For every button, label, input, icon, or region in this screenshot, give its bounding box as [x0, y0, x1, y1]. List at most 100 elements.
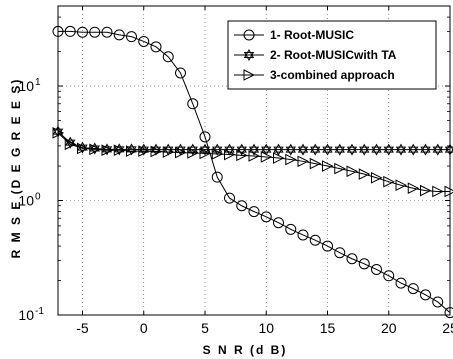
axis-ticks	[58, 5, 451, 316]
series-3-point	[309, 157, 322, 170]
series-2-point-up	[261, 143, 272, 153]
series-1-point	[407, 283, 419, 295]
series-2-point-up	[187, 143, 198, 153]
x-tick-label: 10	[258, 320, 274, 336]
series-3-point	[199, 147, 212, 160]
series-3-point	[371, 171, 383, 184]
legend-marker	[243, 29, 255, 41]
series-3-point	[211, 148, 224, 160]
y-axis-label: R M S E (D E G R E E S)	[9, 78, 23, 259]
series-1-point	[395, 277, 407, 289]
series-1-point	[236, 200, 248, 212]
series-2-point-down	[359, 146, 370, 156]
series-1-point	[224, 192, 235, 204]
legend-label: 2- Root-MUSICwith TA	[270, 48, 397, 62]
series-3-point	[285, 153, 297, 166]
series-2-point-down	[261, 146, 272, 156]
series-1-point	[113, 29, 125, 41]
series-3-point	[260, 151, 273, 163]
series-2-point-up	[273, 143, 284, 153]
plot-frame	[57, 5, 451, 316]
series-2-point-up	[199, 143, 211, 153]
series-3-point	[248, 150, 261, 162]
series-2-point-up	[432, 143, 443, 153]
series-1-point	[371, 263, 382, 275]
series-1-point	[126, 31, 137, 43]
series-1	[52, 25, 453, 319]
series-3	[52, 127, 453, 198]
x-tick-label: 15	[320, 320, 336, 336]
series-2-point	[383, 143, 394, 156]
series-3-point	[297, 155, 310, 168]
series-2-point	[322, 143, 333, 156]
series-3-point	[224, 148, 236, 161]
series-1-point	[273, 217, 284, 229]
series-2-point-up	[89, 142, 100, 152]
y-tick-label: 10	[18, 307, 34, 323]
series-2-point-down	[236, 146, 247, 156]
series-2-point	[187, 143, 198, 156]
series-2-point-up	[310, 143, 321, 153]
series-2-point	[273, 143, 284, 156]
series-3-point	[113, 144, 126, 157]
series-2-point-up	[285, 143, 296, 153]
series-1-point	[346, 253, 358, 265]
series-1-point	[334, 247, 346, 259]
series-3-point	[138, 145, 150, 157]
y-tick-label-exponent: 1	[35, 77, 41, 88]
legend-label: 3-combined approach	[270, 68, 395, 82]
series-2-point-up	[297, 143, 309, 153]
series-2-point-up	[322, 143, 333, 153]
series-3-point	[420, 184, 432, 197]
series-2-point	[310, 143, 321, 156]
series-1-point	[260, 211, 272, 223]
series-1-point	[297, 229, 309, 241]
series-2-point-up	[248, 143, 260, 153]
series-1-point	[309, 234, 321, 246]
series-3-point	[101, 144, 114, 157]
series-2-point-down	[248, 146, 260, 156]
x-tick-label: 25	[442, 320, 453, 336]
legend-entry-3: 3-combined approach	[234, 68, 395, 82]
series-2-point-up	[212, 143, 223, 153]
y-tick-label-exponent: -1	[35, 306, 44, 317]
series-3-point	[273, 152, 285, 164]
series-2-point-up	[408, 143, 419, 153]
series-1-point	[432, 296, 444, 308]
series-3-point	[89, 143, 101, 156]
legend-entry-1: 1- Root-MUSIC	[234, 28, 354, 42]
legend-marker	[243, 48, 255, 62]
series-3-point	[334, 162, 346, 175]
series-2-point-up	[138, 143, 149, 153]
series-3-point	[187, 147, 199, 159]
legend-entry-2: 2- Root-MUSICwith TA	[234, 48, 397, 62]
series-2-point-down	[187, 146, 198, 156]
series-3-point	[175, 146, 187, 159]
legend-marker-down	[243, 52, 255, 62]
series-2-point	[346, 143, 358, 156]
legend-marker	[243, 69, 256, 81]
series-layer	[52, 25, 453, 319]
series-1-point	[248, 206, 260, 218]
series-2-point-up	[420, 143, 431, 153]
series-2-point-up	[114, 143, 125, 153]
x-tick-label: 20	[381, 320, 397, 336]
series-3-point	[322, 160, 334, 172]
series-2-point-down	[65, 139, 76, 149]
series-3-point	[395, 179, 408, 192]
series-2-point	[199, 143, 211, 156]
series-2-point-down	[346, 146, 358, 156]
series-3-point	[432, 185, 444, 198]
series-2-point-up	[334, 143, 345, 153]
legend: 1- Root-MUSIC 2- Root-MUSICwith TA 3-combi…	[227, 20, 437, 90]
series-3-point	[150, 145, 163, 158]
series-2-point-down	[297, 146, 309, 156]
series-2-point-down	[322, 146, 333, 156]
series-2-point-down	[334, 146, 345, 156]
y-tick-label-exponent: 0	[35, 192, 41, 203]
series-2-point-up	[346, 143, 358, 153]
series-2-point-up	[383, 143, 394, 153]
series-2-point	[297, 143, 309, 156]
series-2-point	[236, 143, 247, 156]
series-1-point	[77, 26, 88, 38]
